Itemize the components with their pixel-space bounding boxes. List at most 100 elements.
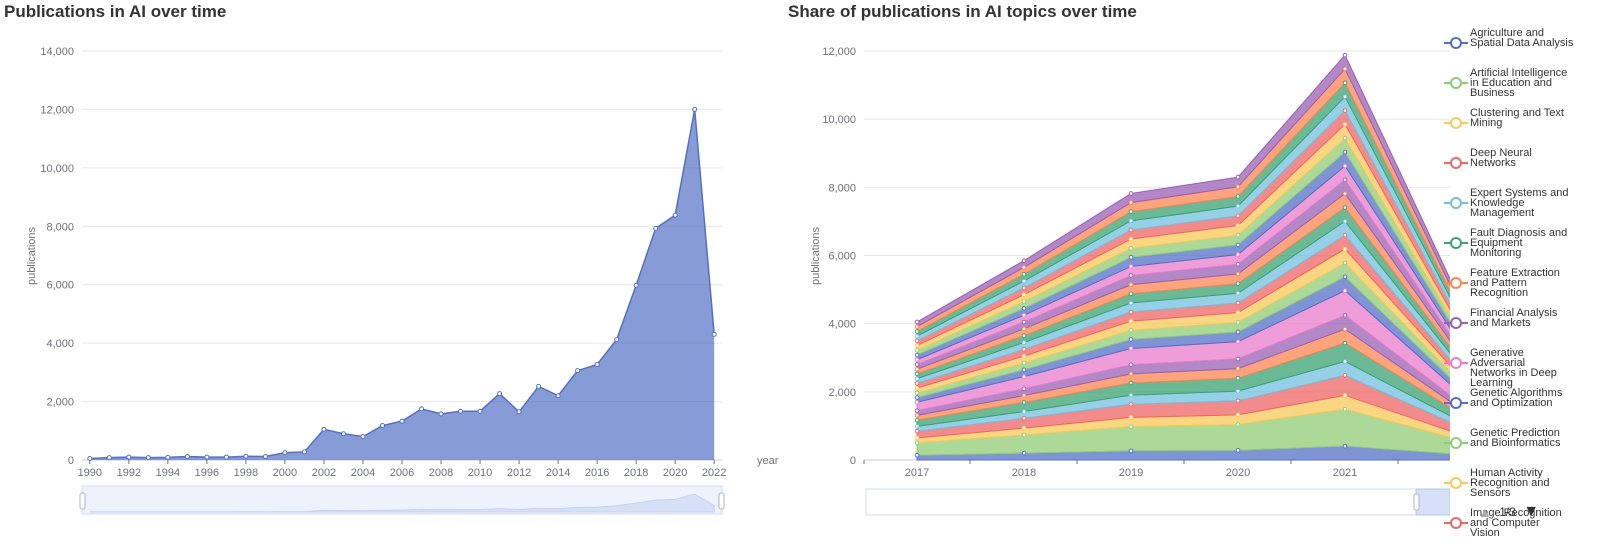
data-point[interactable] bbox=[165, 454, 171, 460]
data-point[interactable] bbox=[1342, 326, 1348, 332]
data-point[interactable] bbox=[1342, 312, 1348, 318]
data-point[interactable] bbox=[87, 456, 93, 462]
data-point[interactable] bbox=[914, 428, 920, 434]
data-point[interactable] bbox=[1342, 94, 1348, 99]
data-point[interactable] bbox=[340, 431, 346, 437]
data-point[interactable] bbox=[692, 106, 698, 112]
data-point[interactable] bbox=[1342, 393, 1348, 398]
data-point[interactable] bbox=[184, 453, 190, 459]
legend-item[interactable]: Financial Analysis and Markets bbox=[1444, 308, 1600, 348]
data-point[interactable] bbox=[1342, 340, 1348, 346]
data-point[interactable] bbox=[1128, 371, 1134, 377]
data-point[interactable] bbox=[1128, 191, 1134, 196]
data-point[interactable] bbox=[1235, 300, 1241, 306]
data-point[interactable] bbox=[1235, 261, 1241, 267]
data-point[interactable] bbox=[1128, 200, 1134, 205]
data-point[interactable] bbox=[399, 418, 405, 424]
data-point[interactable] bbox=[1235, 448, 1241, 453]
data-point[interactable] bbox=[1235, 375, 1241, 381]
data-point[interactable] bbox=[1021, 450, 1027, 456]
data-point[interactable] bbox=[1021, 292, 1027, 298]
data-point[interactable] bbox=[914, 390, 920, 396]
data-point[interactable] bbox=[1021, 319, 1027, 325]
data-point[interactable] bbox=[914, 338, 920, 344]
data-point[interactable] bbox=[1235, 388, 1241, 394]
data-point[interactable] bbox=[1342, 135, 1348, 141]
data-point[interactable] bbox=[536, 383, 542, 389]
data-point[interactable] bbox=[1128, 309, 1134, 315]
data-point[interactable] bbox=[1128, 282, 1134, 287]
zoom-slider-window[interactable] bbox=[1415, 488, 1450, 516]
data-point[interactable] bbox=[1021, 326, 1027, 332]
data-point[interactable] bbox=[1021, 353, 1027, 359]
data-point[interactable] bbox=[1021, 285, 1027, 291]
data-point[interactable] bbox=[1128, 415, 1134, 420]
data-point[interactable] bbox=[1128, 318, 1134, 324]
data-point[interactable] bbox=[126, 454, 132, 460]
data-point[interactable] bbox=[575, 368, 581, 374]
data-point[interactable] bbox=[419, 406, 425, 412]
data-point[interactable] bbox=[1342, 274, 1348, 280]
data-point[interactable] bbox=[914, 329, 920, 334]
data-point[interactable] bbox=[1342, 373, 1348, 378]
data-point[interactable] bbox=[914, 413, 920, 418]
data-point[interactable] bbox=[204, 454, 210, 460]
data-point[interactable] bbox=[914, 408, 920, 413]
data-point[interactable] bbox=[106, 455, 112, 461]
data-point[interactable] bbox=[1235, 366, 1241, 371]
data-point[interactable] bbox=[1235, 320, 1241, 325]
data-point[interactable] bbox=[1128, 227, 1134, 233]
data-point[interactable] bbox=[914, 385, 920, 391]
data-point[interactable] bbox=[458, 408, 464, 414]
data-point[interactable] bbox=[1235, 339, 1241, 344]
data-point[interactable] bbox=[1342, 163, 1348, 169]
data-point[interactable] bbox=[1342, 177, 1348, 183]
data-point[interactable] bbox=[1128, 291, 1134, 297]
data-point[interactable] bbox=[914, 399, 920, 405]
data-point[interactable] bbox=[1128, 264, 1134, 269]
data-point[interactable] bbox=[1128, 362, 1134, 368]
data-point[interactable] bbox=[1021, 393, 1027, 398]
data-point[interactable] bbox=[1021, 265, 1027, 270]
page-up-icon[interactable]: ▲ bbox=[1478, 504, 1492, 520]
data-point[interactable] bbox=[1342, 52, 1348, 58]
data-point[interactable] bbox=[914, 343, 920, 348]
data-point[interactable] bbox=[1021, 386, 1027, 392]
zoom-handle-left[interactable] bbox=[1413, 493, 1420, 511]
legend-item[interactable]: Clustering and Text Mining bbox=[1444, 108, 1600, 148]
zoom-handle-left[interactable] bbox=[79, 492, 86, 510]
data-point[interactable] bbox=[379, 423, 385, 429]
legend-item[interactable]: Genetic Prediction and Bioinformatics bbox=[1444, 428, 1600, 468]
data-point[interactable] bbox=[1021, 432, 1027, 438]
data-point[interactable] bbox=[1128, 448, 1134, 454]
data-point[interactable] bbox=[1128, 273, 1134, 278]
data-point[interactable] bbox=[1021, 416, 1027, 421]
data-point[interactable] bbox=[1235, 281, 1241, 286]
data-point[interactable] bbox=[914, 366, 920, 372]
data-point[interactable] bbox=[914, 362, 920, 367]
data-point[interactable] bbox=[1128, 245, 1134, 251]
data-point[interactable] bbox=[1021, 360, 1027, 366]
data-point[interactable] bbox=[1342, 219, 1348, 224]
data-point[interactable] bbox=[262, 453, 268, 459]
legend-item[interactable]: Generative Adversarial Networks in Deep … bbox=[1444, 348, 1600, 389]
data-point[interactable] bbox=[1342, 122, 1348, 127]
data-point[interactable] bbox=[243, 453, 249, 459]
data-point[interactable] bbox=[1021, 409, 1027, 414]
data-point[interactable] bbox=[1342, 66, 1348, 72]
data-point[interactable] bbox=[301, 449, 307, 455]
data-point[interactable] bbox=[1128, 337, 1134, 342]
data-point[interactable] bbox=[1235, 412, 1241, 418]
data-point[interactable] bbox=[1235, 232, 1241, 238]
data-point[interactable] bbox=[1235, 252, 1241, 257]
data-point[interactable] bbox=[516, 409, 522, 415]
data-point[interactable] bbox=[223, 454, 229, 460]
data-point[interactable] bbox=[594, 361, 600, 367]
data-point[interactable] bbox=[1021, 374, 1027, 379]
data-point[interactable] bbox=[1128, 209, 1134, 215]
data-point[interactable] bbox=[1021, 340, 1027, 345]
data-point[interactable] bbox=[1235, 329, 1241, 335]
data-point[interactable] bbox=[914, 395, 920, 400]
data-point[interactable] bbox=[1342, 246, 1348, 252]
data-point[interactable] bbox=[1342, 232, 1348, 238]
